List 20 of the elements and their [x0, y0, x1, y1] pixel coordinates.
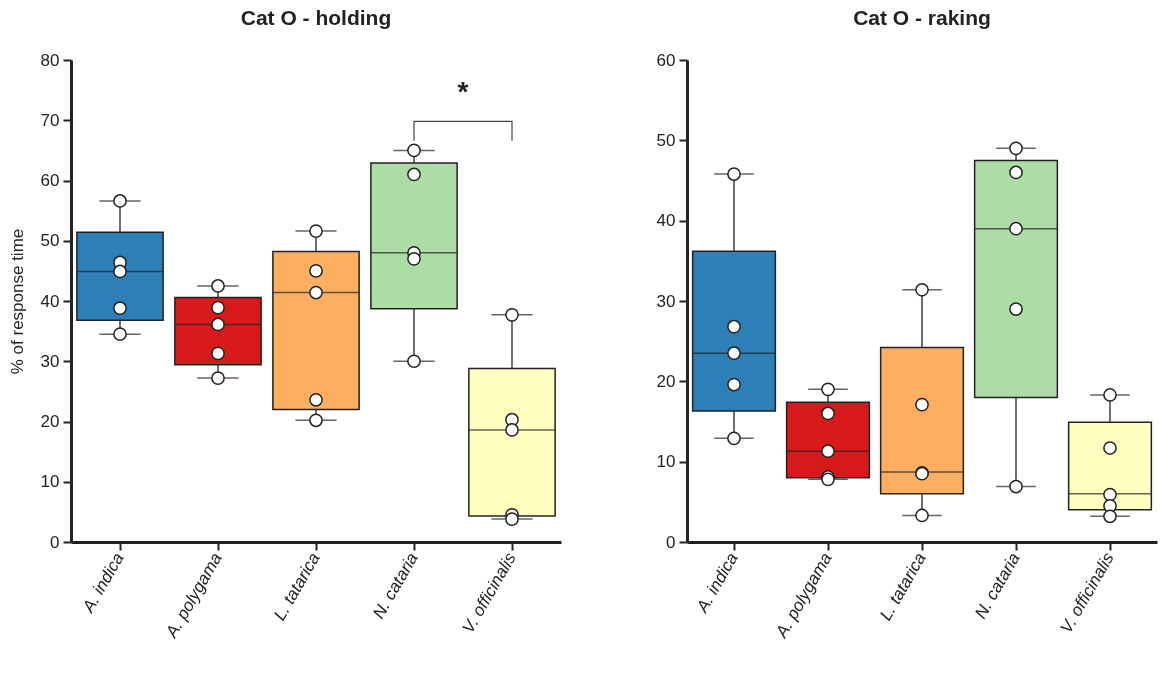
y-tick-label: 0 — [666, 532, 676, 552]
y-tick-label: 20 — [656, 371, 676, 391]
y-tick-label: 40 — [656, 211, 676, 231]
y-tick-label: 30 — [656, 291, 676, 311]
y-tick-label: 40 — [40, 291, 60, 311]
y-tick-label: 60 — [656, 50, 676, 70]
y-axis-title: % of response time — [7, 228, 27, 375]
y-tick-label: 0 — [50, 532, 60, 552]
y-tick-label: 50 — [40, 231, 60, 251]
y-tick-label: 10 — [656, 452, 676, 472]
y-tick-label: 60 — [40, 171, 60, 190]
chart-title: Cat O - raking — [853, 6, 991, 29]
y-tick-label: 30 — [40, 351, 60, 371]
annotation: * — [457, 76, 469, 108]
y-tick-label: 10 — [40, 472, 60, 492]
y-tick-label: 80 — [40, 50, 60, 70]
chart-title: Cat O - holding — [240, 6, 392, 29]
y-tick-label: 20 — [40, 412, 60, 431]
y-tick-label: 70 — [40, 110, 60, 130]
y-tick-label: 50 — [656, 130, 676, 150]
